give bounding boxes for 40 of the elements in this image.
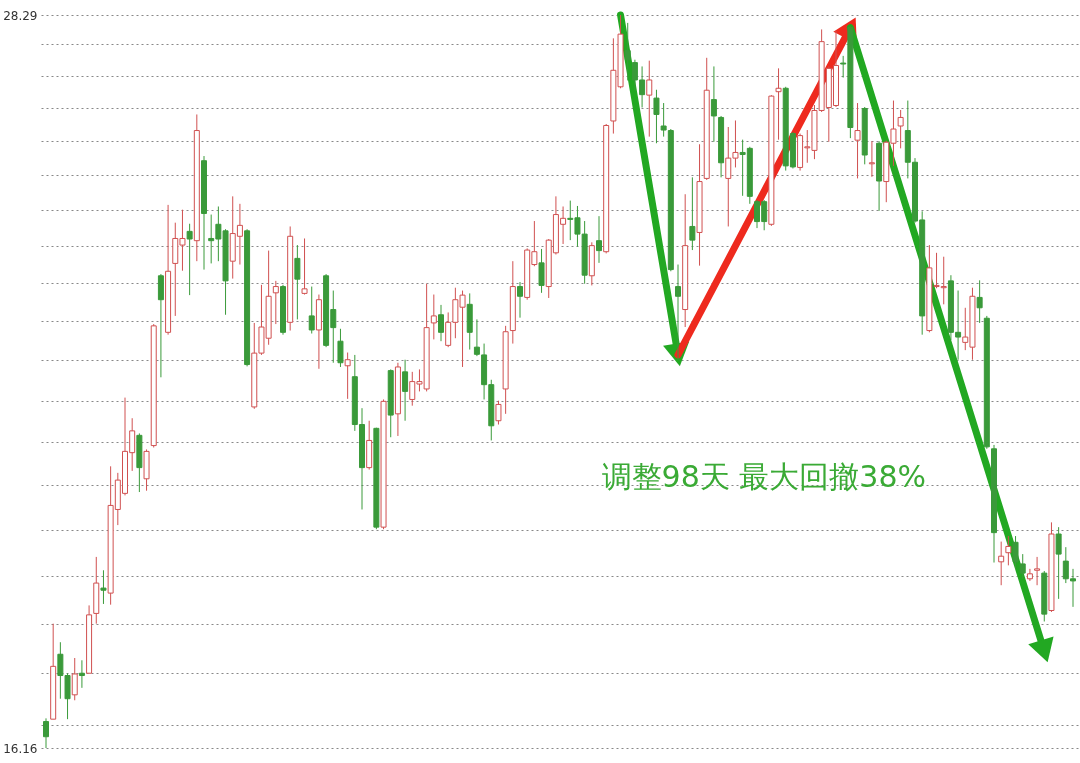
candlestick xyxy=(301,237,308,296)
candlestick xyxy=(596,215,602,264)
candlestick xyxy=(78,659,85,689)
candlestick xyxy=(495,400,502,426)
candlestick xyxy=(43,717,49,749)
candlestick xyxy=(430,294,437,340)
candlestick xyxy=(308,286,315,334)
candlestick xyxy=(998,541,1005,586)
candlestick xyxy=(186,223,193,296)
candlestick xyxy=(438,304,444,342)
candlestick xyxy=(1019,553,1026,580)
candlestick xyxy=(646,60,653,138)
candlestick xyxy=(710,65,717,143)
candlestick xyxy=(344,352,351,400)
candlestick xyxy=(337,328,344,368)
candlestick xyxy=(868,140,875,178)
annotation: 调整98天 最大回撤38% xyxy=(601,459,926,495)
candlestick xyxy=(1034,556,1041,586)
candlestick xyxy=(624,22,631,81)
y-tick-label: 16.16 xyxy=(3,741,38,756)
candlestick xyxy=(775,67,782,141)
candlestick xyxy=(517,281,523,319)
candlestick xyxy=(402,359,409,422)
candlestick xyxy=(272,280,279,325)
candlestick xyxy=(157,273,164,378)
candlestick xyxy=(71,657,78,701)
candlestick xyxy=(854,102,861,179)
candlestick xyxy=(294,244,301,320)
candlestick xyxy=(897,109,904,149)
candlestick xyxy=(1055,526,1062,600)
candlestick xyxy=(1012,535,1019,570)
candlestick xyxy=(1026,568,1033,582)
candlestick xyxy=(653,89,660,144)
candlestick xyxy=(689,176,696,251)
candlestick xyxy=(675,264,681,361)
candlestick xyxy=(538,248,545,294)
candlestick xyxy=(100,569,107,605)
candlestick xyxy=(976,279,983,324)
candlestick xyxy=(1005,535,1012,566)
y-tick-label: 28.29 xyxy=(3,8,38,23)
